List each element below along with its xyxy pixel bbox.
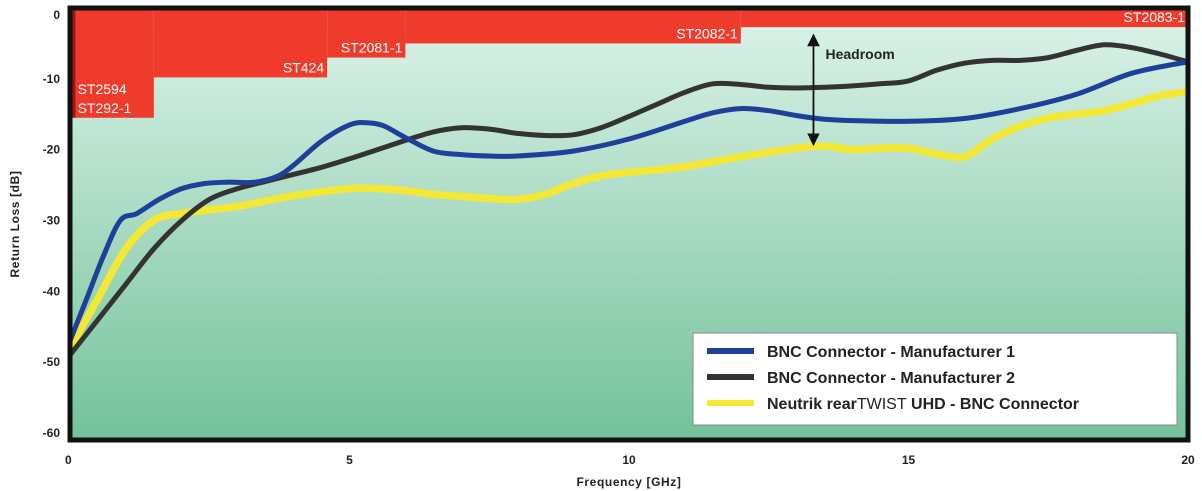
- x-axis-title: Frequency [GHz]: [576, 475, 681, 489]
- limit-band-6: [740, 8, 1188, 28]
- legend-box: [692, 332, 1178, 426]
- x-tick-label: 5: [346, 453, 353, 467]
- y-tick-label: -50: [43, 355, 61, 369]
- headroom-label: Headroom: [825, 46, 894, 62]
- axis-ticks: 0 5 10 15 20 0 -10 -20 -30 -40 -50 -60: [43, 8, 1195, 467]
- limit-bands: UHD-LIMITST2594ST292-1ST424ST2081-1ST208…: [70, 8, 1188, 118]
- series-line-manufacturer-1: [70, 59, 1188, 344]
- limit-band-label-4: ST2081-1: [341, 40, 403, 56]
- limit-band-5: [405, 8, 741, 44]
- y-tick-label: -40: [43, 284, 61, 298]
- plot-frame: [67, 5, 1191, 443]
- series-lines: [70, 42, 1188, 358]
- y-axis-title: Return Loss [dB]: [8, 171, 22, 278]
- series-line-neutrik: [70, 87, 1188, 352]
- limit-band-3: [153, 8, 328, 78]
- legend-label-1: BNC Connector - Manufacturer 1: [767, 344, 1015, 361]
- limit-band-label-3: ST424: [283, 59, 324, 75]
- legend: BNC Connector - Manufacturer 1 BNC Connec…: [692, 332, 1178, 426]
- limit-band-1: [70, 8, 76, 118]
- x-tick-label: 15: [902, 453, 916, 467]
- x-tick-label: 10: [622, 453, 636, 467]
- y-tick-label: -30: [43, 213, 61, 227]
- x-tick-label: 0: [65, 453, 72, 467]
- y-tick-label: 0: [53, 8, 60, 22]
- y-tick-label: -10: [43, 72, 61, 86]
- y-tick-label: -60: [43, 426, 61, 440]
- x-tick-label: 20: [1181, 453, 1195, 467]
- limit-band-label-5: ST2082-1: [676, 25, 738, 41]
- limit-band-2: [75, 8, 154, 118]
- legend-label-2: BNC Connector - Manufacturer 2: [767, 370, 1015, 387]
- y-tick-label: -20: [43, 143, 61, 157]
- annotations: Headroom: [807, 33, 895, 146]
- limit-band-label-6: ST2083-1: [1124, 9, 1186, 25]
- limit-band-4: [327, 8, 406, 58]
- legend-label-3: Neutrik rearTWIST UHD - BNC Connector: [767, 396, 1079, 413]
- limit-band-label-2: ST2594 ST292-1: [78, 81, 132, 116]
